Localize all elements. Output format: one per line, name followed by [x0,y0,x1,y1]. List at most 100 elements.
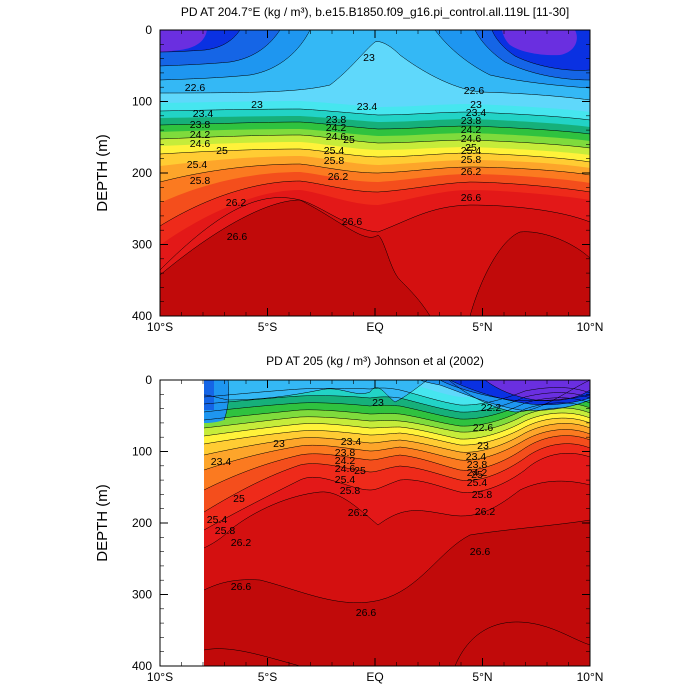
contour-label: 23 [363,52,375,64]
y-axis-label: DEPTH (m) [94,484,111,562]
contour-label: 22.2 [481,402,502,414]
contour-label: 24.6 [335,463,356,475]
contour-label: 23.8 [326,114,347,126]
contour-label: 25.4 [324,145,345,157]
axes-frame [159,29,591,317]
contour-label: 24.6 [461,133,482,145]
contour-labels: 23 22.6 23 23.4 23.8 24.2 24.6 25 25.4 2… [185,52,487,243]
x-tick-label: 5°N [472,320,492,334]
contour-label: 23.4 [211,456,232,468]
contour-label: 24.2 [467,467,488,479]
contour-label: 26.6 [461,192,482,204]
x-tick-labels: 10°S 5°S EQ 5°N 10°N [147,670,603,684]
contour-label: 24.6 [190,138,211,150]
contour-label: 23 [477,440,489,452]
x-tick-label: 5°S [258,670,277,684]
x-tick-label: 5°S [258,320,277,334]
x-tick-label: 10°S [147,670,173,684]
contour-label: 23.4 [466,451,487,463]
band-indigo [160,30,577,56]
contour-label: 25.8 [340,485,361,497]
contour-label: 24.2 [190,129,211,141]
x-tick-label: EQ [366,670,383,684]
contour-label: 22.6 [185,82,206,94]
chart-panel-bottom: PD AT 205 (kg / m³) Johnson et al (2002) [94,354,603,684]
contour-label: 25 [343,134,355,146]
band-indigo [485,380,590,401]
y-tick-label: 400 [132,309,152,323]
x-tick-labels: 10°S 5°S EQ 5°N 10°N [147,320,603,334]
contour-label: 25.8 [215,525,236,537]
chart-panel-top: PD AT 204.7°E (kg / m³), b.e15.B1850.f09… [94,5,603,334]
contour-label: 26.2 [231,537,252,549]
x-tick-label: 10°N [577,670,604,684]
contour-label: 25.8 [472,489,493,501]
contour-label: 26.6 [231,581,252,593]
y-axis-label: DEPTH (m) [94,134,111,212]
y-tick-label: 200 [132,166,152,180]
contour-label: 26.2 [348,507,369,519]
contour-label: 23.4 [341,436,362,448]
contour-label: 25 [216,145,228,157]
y-tick-labels: 0 100 200 300 400 [132,23,152,323]
contour-label: 23.8 [190,119,211,131]
contour-label: 23 [372,397,384,409]
y-tick-label: 200 [132,516,152,530]
contour-label: 25.4 [335,474,356,486]
y-tick-label: 400 [132,659,152,673]
contour-label: 25 [465,142,477,154]
contour-label: 25.4 [461,145,482,157]
contour-label: 26.2 [226,197,247,209]
contour-field [160,30,590,316]
contour-label: 24.2 [326,122,347,134]
contour-label: 24.2 [461,124,482,136]
contour-label: 23 [251,99,263,111]
chart-title: PD AT 205 (kg / m³) Johnson et al (2002) [266,354,484,368]
contour-label: 22.6 [464,85,485,97]
contour-label: 23.4 [193,108,214,120]
chart-title: PD AT 204.7°E (kg / m³), b.e15.B1850.f09… [181,5,569,19]
contour-label: 23.8 [461,115,482,127]
x-tick-label: 5°N [472,670,492,684]
y-tick-label: 300 [132,588,152,602]
contour-label: 23.4 [357,101,378,113]
contour-label: 23.8 [467,459,488,471]
contour-label: 25.4 [207,514,228,526]
axes-frame [159,379,591,667]
contour-lines [204,380,590,666]
contour-label: 24.6 [326,131,347,143]
x-tick-label: 10°S [147,320,173,334]
contour-label: 26.2 [461,166,482,178]
contour-label: 25 [471,469,483,481]
y-tick-labels: 0 100 200 300 400 [132,373,152,673]
contour-label: 23 [273,438,285,450]
contour-label: 26.2 [328,171,349,183]
contour-label: 24.2 [335,455,356,467]
y-tick-label: 0 [145,373,152,387]
contour-label: 25.8 [461,154,482,166]
contour-label: 23.4 [466,107,487,119]
contour-field [204,380,590,666]
y-tick-label: 0 [145,23,152,37]
contour-label: 26.6 [356,607,377,619]
contour-label: 25.4 [187,159,208,171]
contour-label: 23.8 [335,447,356,459]
x-tick-label: 10°N [577,320,604,334]
y-tick-label: 300 [132,238,152,252]
y-tick-label: 100 [132,95,152,109]
contour-lines [160,30,590,316]
x-tick-label: EQ [366,320,383,334]
contour-label: 25.4 [467,477,488,489]
contour-label: 26.6 [227,231,248,243]
contour-label: 23 [470,99,482,111]
contour-label: 25 [354,465,366,477]
contour-label: 26.2 [475,506,496,518]
y-tick-label: 100 [132,445,152,459]
contour-label: 26.6 [470,546,491,558]
contour-label: 26.6 [342,216,363,228]
contour-label: 25 [233,493,245,505]
band-blue [160,30,590,80]
contour-label: 25.8 [190,175,211,187]
contour-labels: 23 22.2 22.6 23 23 23.4 23.4 23.8 24.2 2… [207,397,502,619]
